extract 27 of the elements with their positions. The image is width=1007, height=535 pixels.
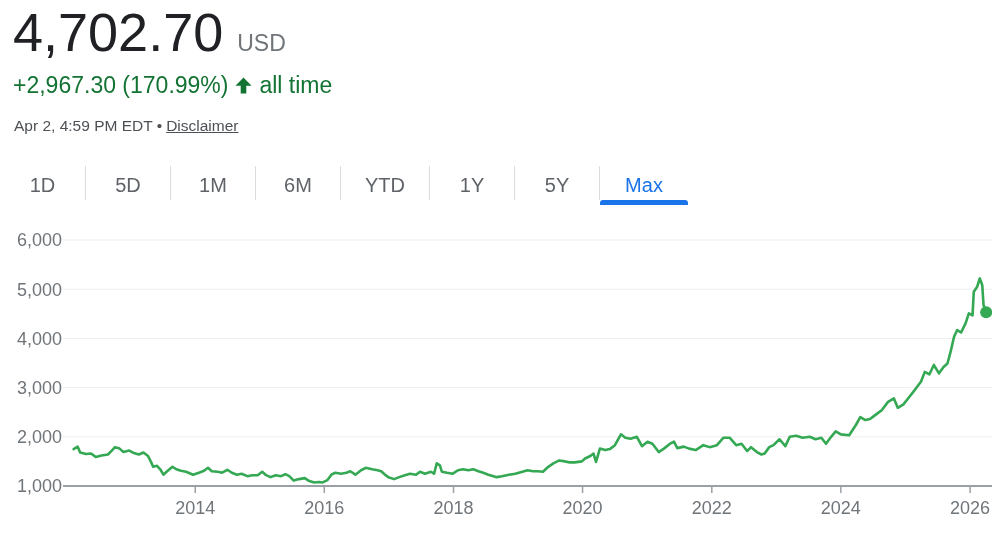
text: YTD xyxy=(365,174,405,196)
y-tick-label: 5,000 xyxy=(16,279,62,300)
x-tick-label: 2022 xyxy=(691,497,732,518)
x-tick-label: 2024 xyxy=(820,497,861,518)
text: Max xyxy=(625,174,663,196)
text: 5Y xyxy=(544,174,570,196)
x-tick-label: 2020 xyxy=(562,497,603,518)
y-tick-label: 2,000 xyxy=(16,427,62,448)
text: USD xyxy=(237,30,286,57)
text: 6M xyxy=(284,174,312,196)
text: all time xyxy=(259,72,333,98)
y-tick-label: 1,000 xyxy=(16,476,62,497)
text: 1Y xyxy=(459,174,485,196)
y-tick-label: 4,000 xyxy=(16,328,62,349)
x-tick-label: 2026 xyxy=(950,497,991,518)
y-tick-label: 6,000 xyxy=(16,230,62,251)
x-tick-label: 2016 xyxy=(304,497,345,518)
x-tick-label: 2018 xyxy=(433,497,474,518)
chart-subtitle: +2,967.30 (170.99%) xyxy=(13,72,229,98)
text: Apr 2, 4:59 PM EDT • xyxy=(14,117,163,134)
y-tick-label: 3,000 xyxy=(16,377,62,398)
x-tick-label: 2014 xyxy=(175,497,216,518)
text: 5D xyxy=(115,174,141,196)
text: 1M xyxy=(199,174,227,196)
chart-title: 4,702.70 xyxy=(13,2,224,62)
text: Disclaimer xyxy=(166,117,239,134)
text: 1D xyxy=(29,174,56,196)
